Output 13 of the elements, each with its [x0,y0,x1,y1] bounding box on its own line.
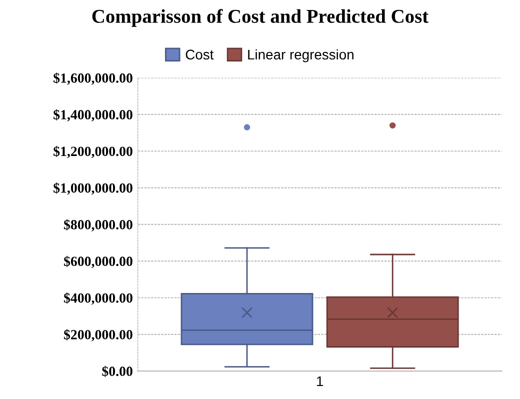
y-tick-label: $0.00 [102,366,132,377]
y-tick-label: $1,400,000.00 [54,109,132,122]
x-tick-label: 1 [316,376,323,386]
legend-label: Linear regression [248,49,354,62]
y-tick-label: $200,000.00 [64,329,132,342]
y-tick-label: $1,600,000.00 [54,72,132,85]
y-tick-label: $1,000,000.00 [54,182,132,195]
chart-title: Comparisson of Cost and Predicted Cost [92,9,429,27]
y-tick-label: $1,200,000.00 [54,146,132,158]
y-tick-label: $800,000.00 [64,219,132,232]
y-tick-label: $400,000.00 [64,292,132,305]
y-tick-label: $600,000.00 [64,256,132,268]
legend-label: Cost [186,50,214,60]
